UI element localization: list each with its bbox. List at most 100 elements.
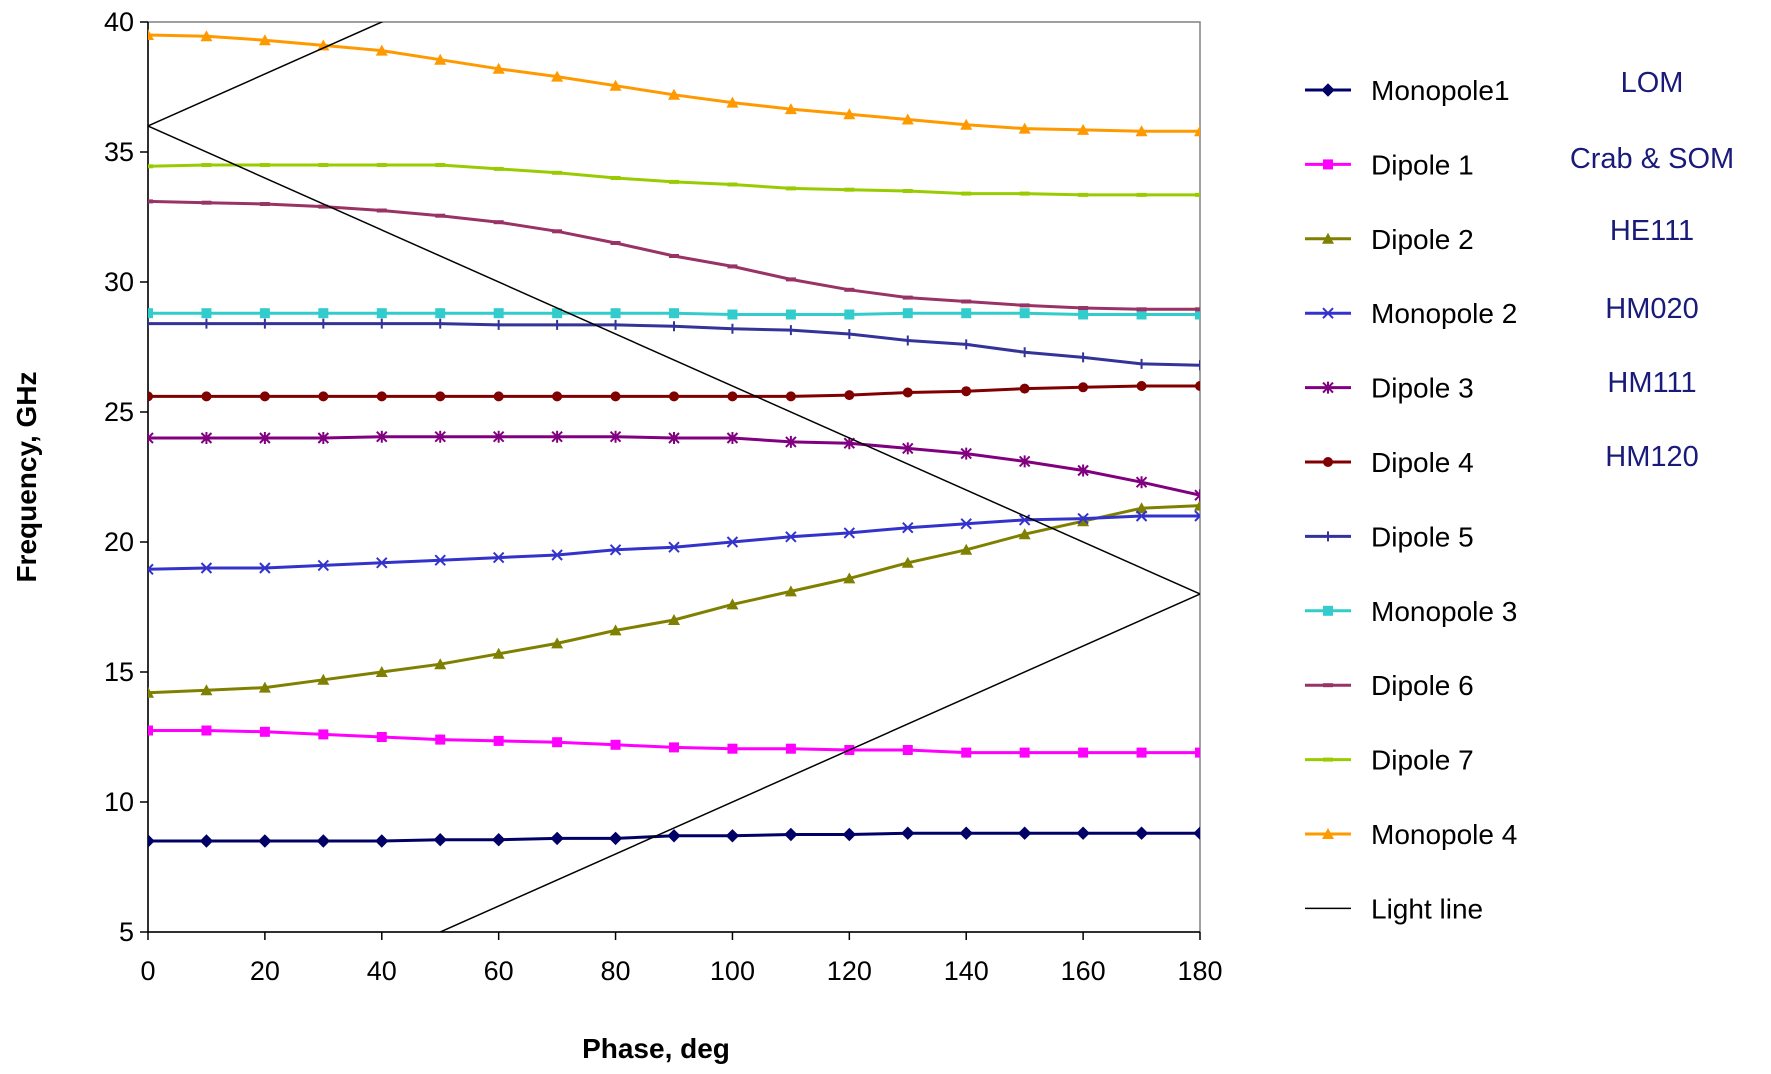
data-point (609, 624, 622, 636)
data-point (552, 170, 563, 175)
data-point (259, 391, 270, 402)
data-point (148, 725, 153, 736)
x-tick-label: 60 (484, 956, 514, 986)
legend-label: Monopole 2 (1371, 298, 1517, 329)
data-point (492, 430, 505, 443)
data-point (375, 666, 388, 677)
data-point (726, 432, 739, 444)
data-point (902, 442, 914, 455)
legend-label: Dipole 1 (1371, 149, 1474, 180)
data-point (1019, 383, 1030, 394)
x-tick-label: 160 (1061, 956, 1106, 986)
mode-annotation: HM111 (1607, 367, 1696, 399)
data-point (1195, 307, 1200, 312)
data-point (1194, 125, 1200, 137)
data-point (1195, 747, 1200, 758)
data-point (148, 164, 153, 169)
data-point (842, 827, 857, 842)
legend-item: Light line (1305, 893, 1483, 924)
data-point (318, 391, 329, 402)
data-point (960, 118, 973, 130)
data-point (1019, 191, 1030, 196)
data-point (1078, 309, 1089, 320)
data-point (669, 308, 679, 319)
data-point (493, 319, 504, 330)
legend-label: Dipole 3 (1371, 373, 1474, 404)
legend-item: Dipole 1 (1305, 149, 1474, 180)
data-point (376, 163, 387, 167)
data-point (1076, 826, 1090, 840)
x-tick-label: 80 (601, 956, 631, 986)
legend-marker (1322, 828, 1334, 839)
data-point (148, 29, 154, 40)
data-point (726, 536, 739, 548)
data-point (201, 318, 212, 329)
data-point (376, 318, 387, 329)
x-tick-label: 20 (250, 956, 280, 986)
legend-item: Dipole 2 (1305, 224, 1474, 255)
data-point (148, 318, 153, 329)
legend-item: Dipole 4 (1305, 447, 1474, 478)
data-point (148, 308, 153, 319)
data-point (318, 318, 329, 329)
data-point (435, 734, 446, 745)
legend-item: Monopole 4 (1305, 819, 1517, 850)
data-point (375, 834, 389, 848)
legend-label: Monopole 3 (1371, 596, 1517, 627)
data-point (1019, 347, 1030, 358)
legend-marker (1323, 683, 1333, 688)
axes (147, 22, 1200, 933)
data-point (844, 287, 855, 292)
data-point (1194, 510, 1200, 522)
data-point (668, 432, 680, 444)
light-line-segment (148, 125, 1200, 595)
data-point (902, 521, 914, 534)
data-point (434, 658, 447, 670)
data-point (844, 390, 855, 401)
data-point (609, 544, 622, 556)
data-point (316, 834, 331, 848)
data-point (259, 163, 270, 167)
data-point (376, 732, 387, 742)
x-tick-label: 120 (827, 956, 872, 986)
data-point (669, 254, 679, 258)
data-point (318, 308, 329, 319)
data-point (259, 318, 270, 329)
legend-marker (1323, 457, 1333, 467)
data-point (727, 264, 738, 269)
data-point (960, 543, 973, 555)
legend-label: Dipole 5 (1371, 521, 1474, 552)
data-point (259, 202, 270, 206)
data-point (1017, 826, 1032, 840)
data-point (492, 551, 505, 564)
data-point (610, 241, 621, 245)
data-point (434, 554, 446, 566)
data-point (551, 430, 563, 443)
data-point (318, 204, 329, 209)
data-point (1078, 192, 1089, 197)
data-point (1135, 502, 1148, 514)
mode-annotation: HM020 (1605, 293, 1699, 325)
data-point (961, 747, 972, 758)
legend-item: Monopole 2 (1305, 298, 1517, 329)
data-point (843, 527, 856, 539)
data-point (1078, 306, 1089, 310)
data-point (960, 447, 972, 460)
mode-annotation: Crab & SOM (1570, 143, 1734, 175)
data-point (901, 113, 914, 125)
data-point (552, 229, 563, 234)
data-point (375, 44, 388, 56)
data-point (148, 432, 154, 444)
data-point (785, 309, 796, 320)
data-point (1136, 309, 1147, 320)
y-ticks: 5 10 15 20 25 30 35 40 (104, 7, 148, 947)
data-point (1078, 747, 1089, 758)
data-point (668, 614, 680, 625)
data-point (1194, 499, 1200, 511)
data-point (435, 318, 446, 329)
legend-item: Dipole 5 (1305, 521, 1474, 552)
legend-label: Light line (1371, 893, 1483, 924)
x-tick-label: 180 (1177, 956, 1222, 986)
data-point (148, 686, 154, 698)
data-point (959, 826, 973, 840)
